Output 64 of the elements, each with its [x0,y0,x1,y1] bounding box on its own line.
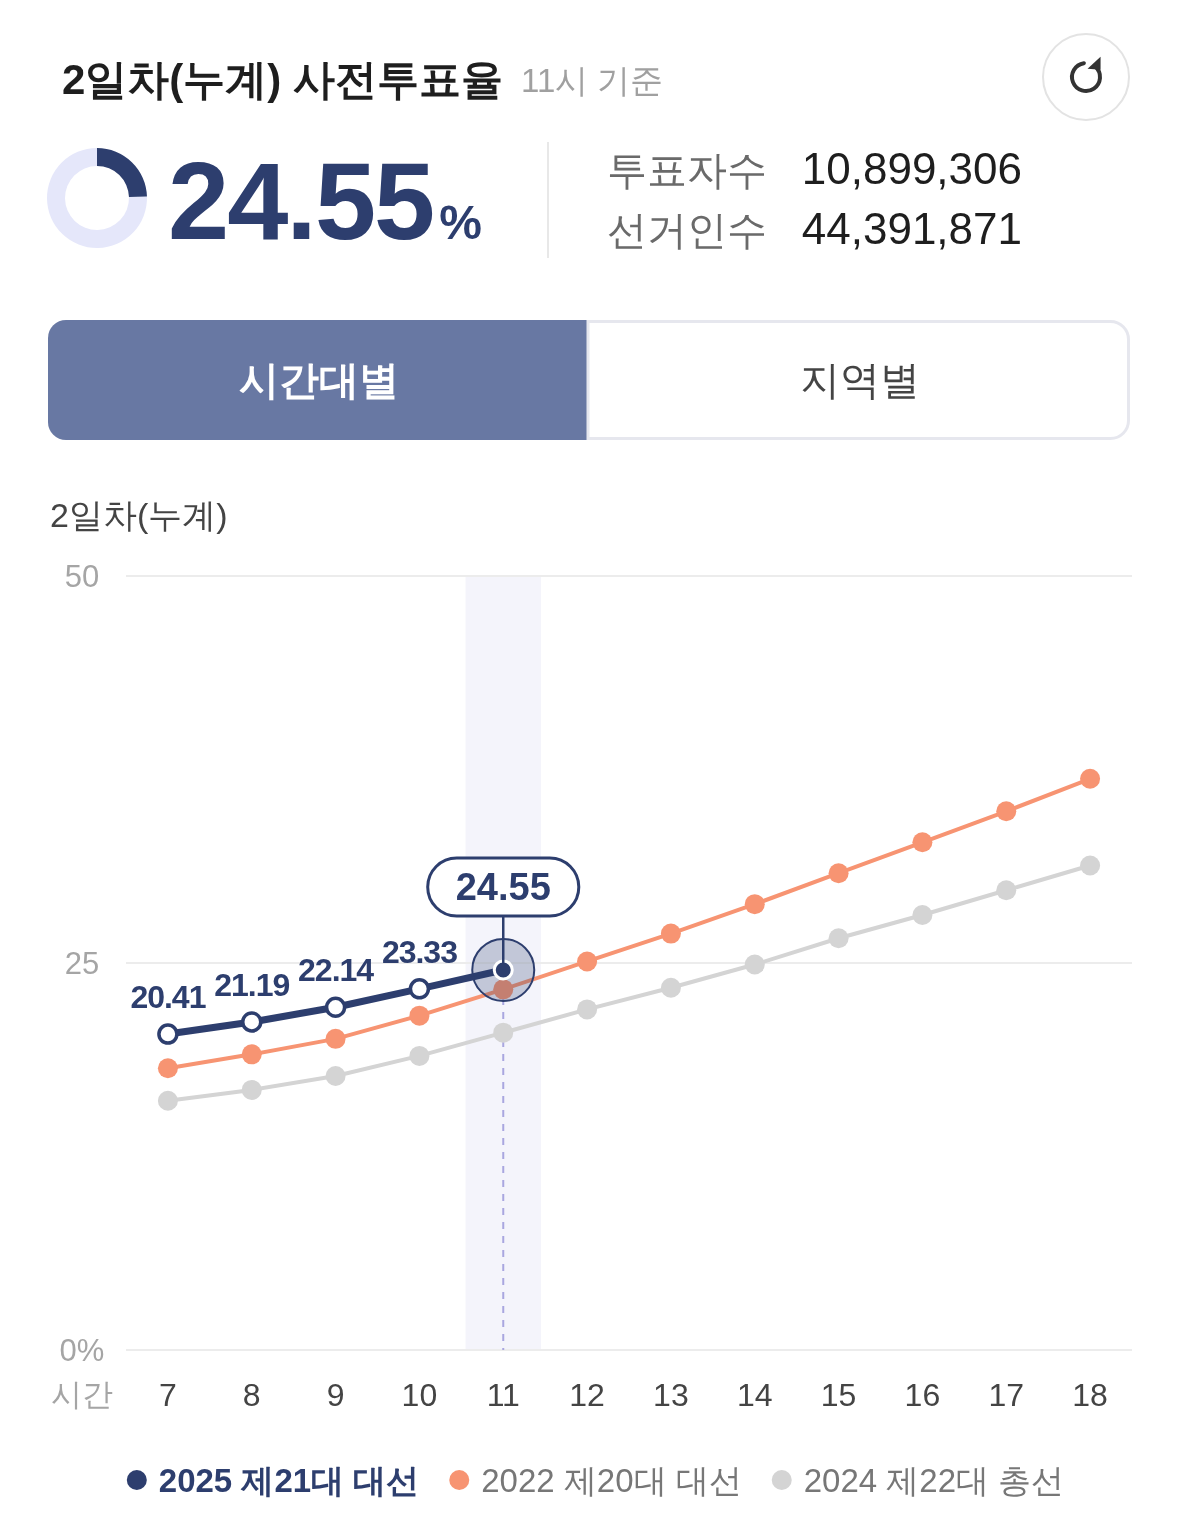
point [493,979,514,1000]
y-tick-label: 0% [59,1333,105,1368]
point [324,996,347,1019]
point [660,923,681,944]
point [157,1090,178,1111]
legend-label: 2025 제21대 대선 [158,1462,420,1499]
legend-label: 2022 제20대 대선 [481,1462,742,1499]
x-tick-label: 7 [159,1377,177,1413]
point [157,1023,179,1045]
x-tick-label: 8 [242,1377,261,1413]
point [912,832,933,853]
point [157,1058,178,1079]
point [409,1045,430,1066]
point [241,1011,263,1033]
point [408,978,431,1000]
text: 시간대별 [238,358,399,402]
point [996,880,1017,901]
data-label: 20.41 [130,979,206,1016]
point [577,999,598,1020]
data-label: 24.55% [168,139,482,262]
x-tick-label: 12 [569,1377,605,1413]
point [1080,768,1101,789]
x-tick-label: 10 [401,1377,438,1413]
data-label: 21.19 [214,966,290,1003]
text: 선거인수 [607,208,767,252]
x-tick-label: 16 [904,1377,941,1413]
x-axis-title: 시간 [51,1377,113,1412]
point [1080,855,1101,876]
point [744,954,765,975]
point [996,801,1017,822]
x-tick-label: 9 [326,1377,345,1413]
point [493,1022,514,1043]
point [828,863,849,884]
text: 11시 기준 [521,62,664,99]
x-tick-label: 15 [820,1377,857,1413]
y-tick-label: 50 [64,559,100,594]
donut-slice [47,148,147,248]
point [325,1066,346,1086]
point [241,1079,262,1100]
point [577,951,598,972]
x-tick-label: 14 [736,1377,773,1413]
x-tick-label: 17 [988,1377,1025,1413]
point [409,1005,430,1026]
text: 10,899,306 [801,144,1022,193]
point [744,894,765,915]
annotation: 24.55 [455,865,551,908]
point [660,977,681,998]
point [828,928,849,949]
chart-title: 2일차(누계) 사전투표율 [62,56,503,103]
legend-label: 2024 제22대 총선 [803,1462,1065,1499]
x-tick-label: 13 [653,1377,689,1413]
point [241,1044,262,1065]
data-label: 23.33 [381,933,458,970]
data-label: 22.14 [298,952,375,989]
text: 지역별 [799,358,920,402]
point [912,905,933,926]
text: 투표자수 [607,148,767,192]
x-tick-label: 11 [486,1377,520,1413]
point [325,1028,346,1049]
x-tick-label: 18 [1072,1377,1108,1413]
donut-slice [97,148,147,198]
y-tick-label: 25 [64,946,100,981]
chart-title: 2일차(누계) [50,496,228,534]
text: 44,391,871 [801,204,1022,253]
